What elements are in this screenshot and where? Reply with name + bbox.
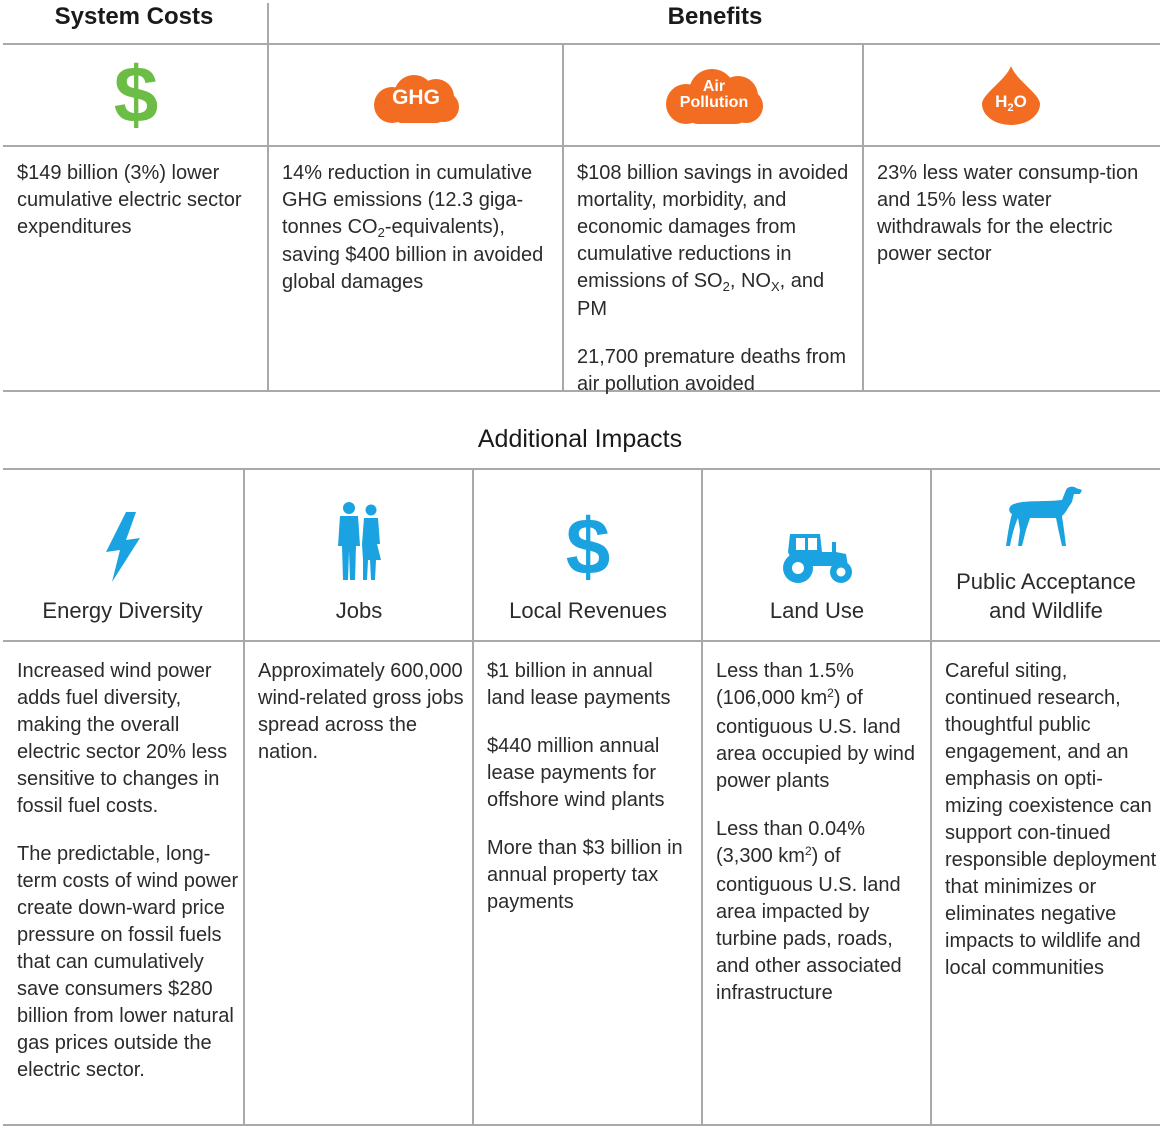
bottom-rule-3	[3, 1124, 1160, 1126]
additional-impacts-header: Additional Impacts	[477, 425, 683, 453]
air-pollution-paragraph-1: $108 billion savings in avoided mortalit…	[577, 162, 849, 320]
bottom-rule-1	[3, 468, 1160, 470]
revenues-paragraph-2: $440 million annual lease payments for o…	[487, 735, 665, 811]
energy-paragraph-1: Increased wind power adds fuel diversity…	[17, 660, 228, 817]
wildlife-text: Careful siting, continued research, thou…	[945, 658, 1157, 1003]
people-icon	[338, 502, 381, 580]
wildlife-label: Public Acceptance and Wildlife	[932, 567, 1160, 625]
lightning-bolt-icon	[106, 512, 140, 582]
top-divider-3	[862, 44, 864, 391]
bottom-divider-2	[472, 469, 474, 1125]
system-costs-text: $149 billion (3%) lower cumulative elect…	[17, 162, 242, 238]
dollar-icon-blue: $	[566, 508, 611, 584]
land-paragraph-1: Less than 1.5% (106,000 km2) of contiguo…	[716, 660, 916, 792]
jobs-text: Approximately 600,000 wind-related gross…	[258, 658, 466, 787]
svg-text:$: $	[566, 508, 611, 584]
dollar-icon: $	[114, 58, 159, 132]
revenues-paragraph-1: $1 billion in annual land lease payments	[487, 660, 671, 709]
system-costs-header: System Costs	[54, 3, 214, 30]
top-rule-1	[3, 43, 1160, 45]
air-icon-label-1: Air	[702, 78, 726, 95]
benefits-header: Benefits	[667, 3, 763, 30]
water-drop-icon: H2O	[980, 64, 1042, 126]
top-divider-2	[562, 44, 564, 391]
wildlife-label-line-2: and Wildlife	[989, 598, 1103, 623]
air-pollution-text: $108 billion savings in avoided mortalit…	[577, 160, 857, 419]
air-pollution-cloud-icon: Air Pollution	[664, 68, 764, 126]
land-use-text: Less than 1.5% (106,000 km2) of contiguo…	[716, 658, 926, 1028]
air-pollution-paragraph-2: 21,700 premature deaths from air polluti…	[577, 346, 847, 395]
top-rule-3	[3, 390, 1160, 392]
jobs-paragraph-1: Approximately 600,000 wind-related gross…	[258, 660, 464, 763]
wildlife-label-line-1: Public Acceptance	[956, 569, 1136, 594]
water-icon-label: H2O	[995, 92, 1027, 114]
air-icon-label-2: Pollution	[679, 94, 749, 111]
local-revenues-text: $1 billion in annual land lease payments…	[487, 658, 695, 937]
tractor-icon	[783, 534, 852, 583]
bottom-divider-4	[930, 469, 932, 1125]
svg-text:$: $	[114, 58, 159, 132]
land-use-label: Land Use	[769, 598, 865, 623]
revenues-paragraph-3: More than $3 billion in annual property …	[487, 837, 683, 913]
energy-diversity-text: Increased wind power adds fuel diversity…	[17, 658, 239, 1105]
top-rule-2	[3, 145, 1160, 147]
deer-icon	[1006, 486, 1082, 546]
bottom-rule-2	[3, 640, 1160, 642]
energy-paragraph-2: The predictable, long-term costs of wind…	[17, 843, 239, 1081]
jobs-label: Jobs	[335, 598, 383, 623]
bottom-divider-1	[243, 469, 245, 1125]
bottom-divider-3	[701, 469, 703, 1125]
land-paragraph-2: Less than 0.04% (3,300 km2) of contiguou…	[716, 818, 902, 1004]
ghg-icon-label: GHG	[392, 86, 440, 109]
wildlife-paragraph-1: Careful siting, continued research, thou…	[945, 660, 1157, 979]
ghg-cloud-icon: GHG	[372, 73, 460, 125]
local-revenues-label: Local Revenues	[509, 598, 667, 623]
energy-diversity-label: Energy Diversity	[42, 598, 203, 623]
top-divider-1	[267, 3, 269, 391]
ghg-text: 14% reduction in cumulative GHG emission…	[282, 162, 544, 293]
water-text: 23% less water consump-tion and 15% less…	[877, 162, 1139, 265]
